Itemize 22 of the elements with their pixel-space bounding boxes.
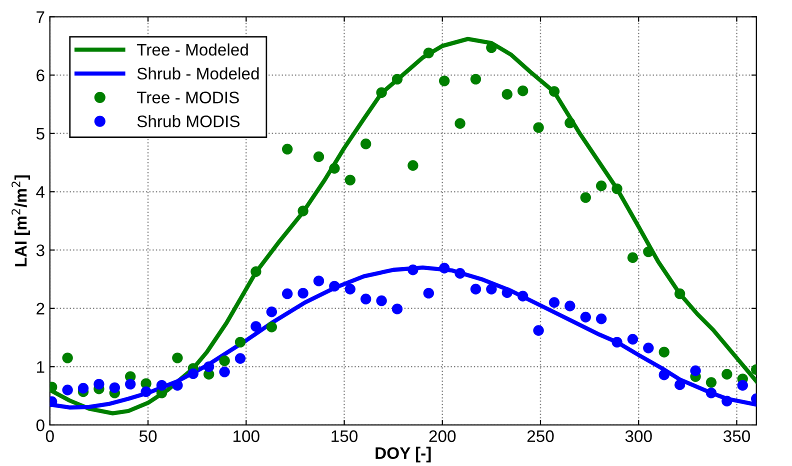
x-tick-label: 50 [139,430,157,442]
y-tick-label: 3 [36,244,44,256]
x-tick-label: 300 [625,430,652,442]
y-tick-label: 4 [36,186,45,198]
y-tick-label: 1 [37,361,44,373]
y-tick-label: 0 [36,419,44,432]
x-tick-label: 350 [723,430,750,442]
y-tick-label: 7 [36,11,44,23]
legend-label: Shrub - Modeled [137,67,259,80]
y-tick-label: 6 [36,69,44,82]
x-tick-label: 150 [332,430,358,442]
x-tick-label: 250 [527,430,554,442]
x-tick-label: 200 [429,430,456,442]
x-axis-title: DOY [-] [376,446,431,462]
y-axis-title: LAI [m$^{2}$/m$^{2}$] [12,175,30,266]
x-tick-label: 0 [46,430,54,442]
x-tick-label: 100 [234,430,260,442]
y-tick-label: 5 [36,128,44,140]
y-tick-label: 2 [36,302,44,314]
legend-label: Tree - Modeled [136,43,248,56]
legend-label: Tree - MODIS [136,92,239,104]
legend-label: Shrub MODIS [137,115,240,128]
